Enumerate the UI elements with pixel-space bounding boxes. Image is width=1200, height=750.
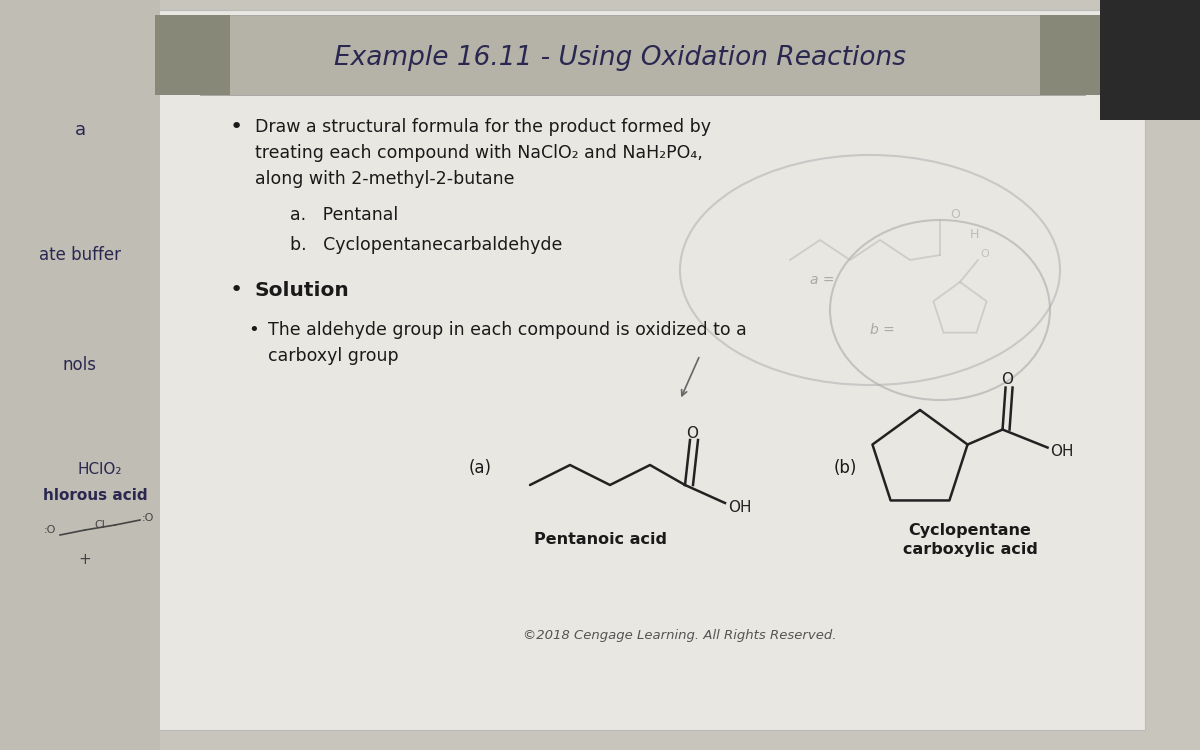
Text: a =: a = xyxy=(810,273,834,287)
Text: Cl: Cl xyxy=(95,520,106,530)
Text: HClO₂: HClO₂ xyxy=(78,463,122,478)
Text: O: O xyxy=(1002,372,1014,387)
Text: hlorous acid: hlorous acid xyxy=(43,488,148,502)
Text: Cyclopentane
carboxylic acid: Cyclopentane carboxylic acid xyxy=(902,523,1038,557)
Text: a: a xyxy=(74,121,85,139)
Text: treating each compound with NaClO₂ and NaH₂PO₄,: treating each compound with NaClO₂ and N… xyxy=(256,144,703,162)
FancyBboxPatch shape xyxy=(1040,15,1120,95)
Text: +: + xyxy=(79,553,91,568)
FancyBboxPatch shape xyxy=(1100,0,1200,120)
FancyBboxPatch shape xyxy=(155,10,1145,730)
Text: H: H xyxy=(970,229,979,242)
Text: b =: b = xyxy=(870,323,895,337)
Text: (a): (a) xyxy=(468,459,492,477)
Text: carboxyl group: carboxyl group xyxy=(268,347,398,365)
Text: Pentanoic acid: Pentanoic acid xyxy=(534,532,666,548)
Text: a.   Pentanal: a. Pentanal xyxy=(290,206,398,224)
Text: •: • xyxy=(248,321,259,339)
Text: Draw a structural formula for the product formed by: Draw a structural formula for the produc… xyxy=(256,118,710,136)
Text: along with 2-methyl-2-butane: along with 2-methyl-2-butane xyxy=(256,170,515,188)
Text: The aldehyde group in each compound is oxidized to a: The aldehyde group in each compound is o… xyxy=(268,321,746,339)
Text: Solution: Solution xyxy=(256,280,349,299)
Text: OH: OH xyxy=(1050,444,1074,459)
Text: O: O xyxy=(980,249,989,259)
Text: Example 16.11 - Using Oxidation Reactions: Example 16.11 - Using Oxidation Reaction… xyxy=(334,45,906,71)
Text: nols: nols xyxy=(64,356,97,374)
Text: OH: OH xyxy=(728,500,751,514)
Text: ate buffer: ate buffer xyxy=(38,246,121,264)
Text: O: O xyxy=(950,209,960,221)
Text: (b): (b) xyxy=(833,459,857,477)
Text: b.   Cyclopentanecarbaldehyde: b. Cyclopentanecarbaldehyde xyxy=(290,236,563,254)
FancyBboxPatch shape xyxy=(200,15,1085,95)
FancyBboxPatch shape xyxy=(155,15,230,95)
Text: •: • xyxy=(230,280,244,300)
Text: :O: :O xyxy=(142,513,154,523)
Text: :O: :O xyxy=(44,525,56,535)
Text: •: • xyxy=(230,117,244,137)
Text: ©2018 Cengage Learning. All Rights Reserved.: ©2018 Cengage Learning. All Rights Reser… xyxy=(523,628,836,641)
FancyBboxPatch shape xyxy=(0,0,160,750)
Text: O: O xyxy=(686,425,698,440)
